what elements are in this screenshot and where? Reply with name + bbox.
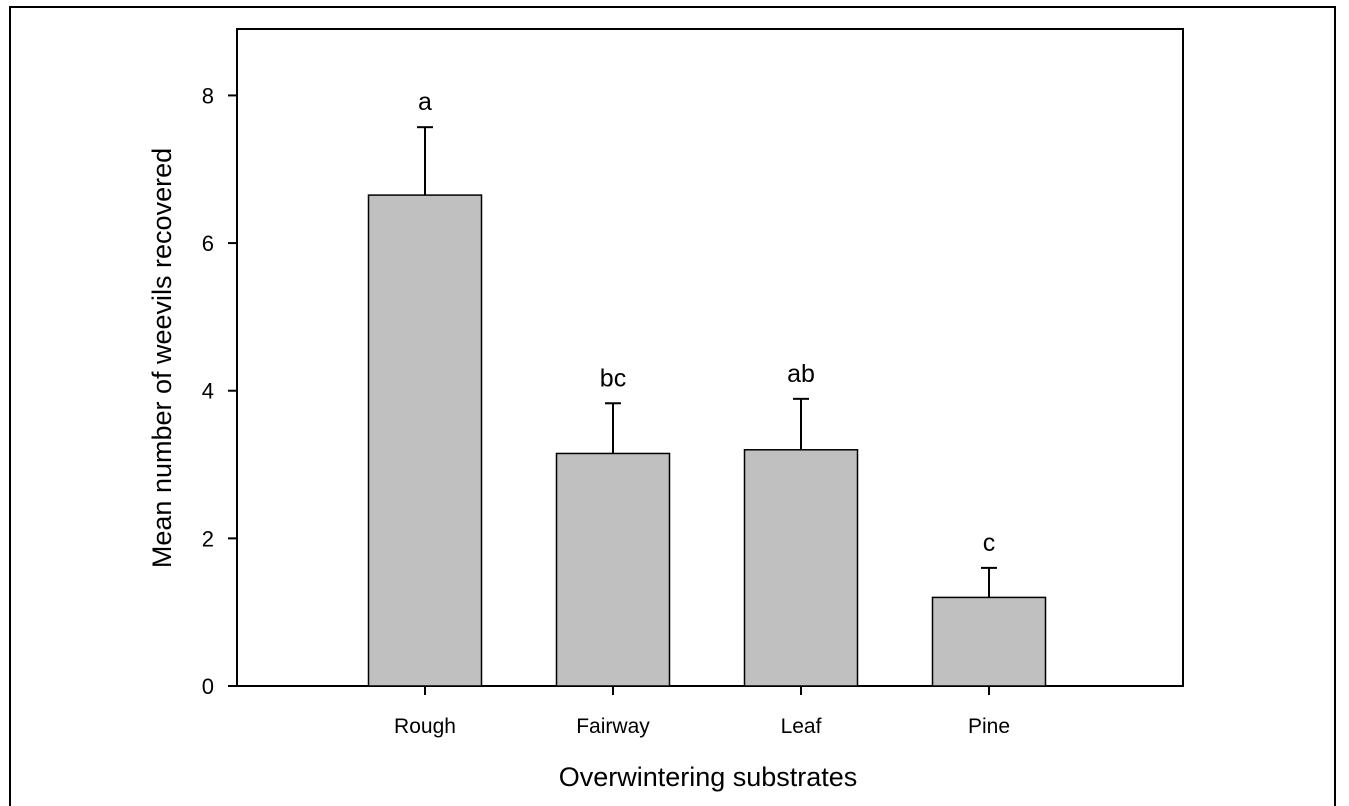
significance-label: ab — [787, 360, 815, 388]
y-tick-label: 2 — [202, 526, 214, 551]
significance-label: a — [418, 88, 432, 116]
y-tick-label: 8 — [202, 83, 214, 108]
bar-rough — [367, 194, 483, 687]
y-tick-label: 0 — [202, 674, 214, 699]
significance-label: c — [983, 529, 996, 557]
plot-area-border — [236, 28, 1184, 687]
x-tick-label: Fairway — [576, 715, 650, 738]
x-axis-title: Overwintering substrates — [559, 762, 858, 792]
bar-leaf — [743, 449, 859, 687]
bar-pine — [931, 596, 1047, 687]
bar-fairway — [555, 452, 671, 687]
x-axis: Rough Fairway Leaf Pine — [394, 686, 1010, 738]
x-tick-label: Leaf — [781, 715, 822, 738]
y-axis: 0 2 4 6 8 — [202, 83, 237, 699]
y-tick-label: 6 — [202, 231, 214, 256]
figure-frame — [9, 6, 1336, 806]
y-tick-label: 4 — [202, 379, 214, 404]
x-tick-label: Pine — [968, 715, 1010, 738]
significance-label: bc — [600, 364, 626, 392]
bars-group: abc abc — [367, 88, 1047, 687]
y-axis-title: Mean number of weevils recovered — [147, 148, 177, 568]
x-tick-label: Rough — [394, 715, 456, 738]
